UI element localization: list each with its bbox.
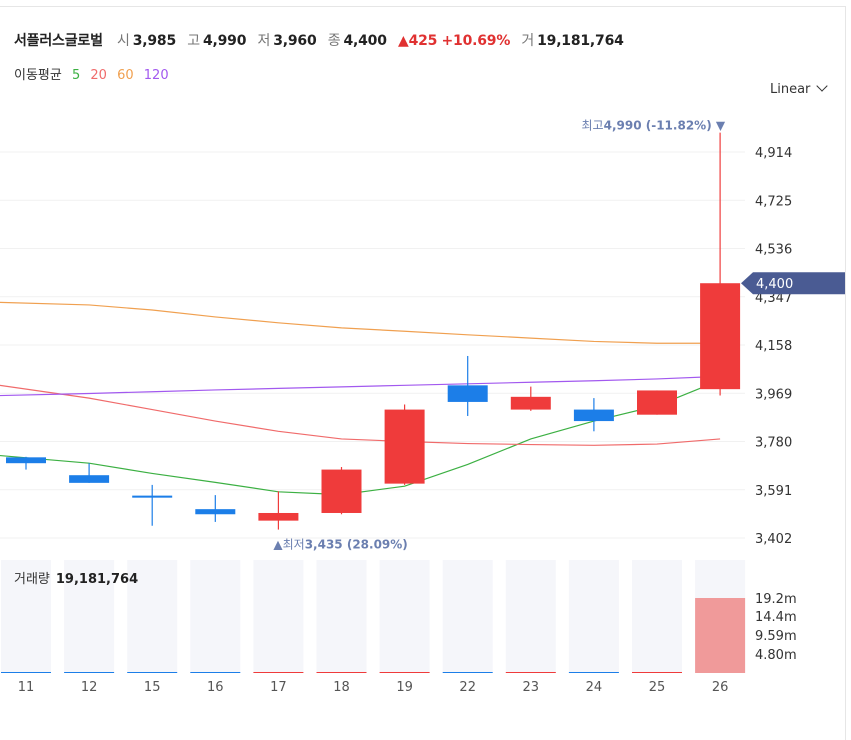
- y-tick-label: 4,158: [755, 339, 792, 354]
- x-tick-label: 12: [81, 680, 98, 695]
- volume-column-bg: [127, 560, 178, 673]
- x-tick-label: 15: [144, 680, 161, 695]
- candle-body: [510, 396, 551, 410]
- volume-tick-label: 14.4m: [755, 610, 797, 625]
- low-label: 저: [257, 33, 271, 49]
- x-tick-label: 19: [396, 680, 413, 695]
- high-value: 4,990: [202, 33, 247, 49]
- candle-body: [384, 409, 425, 484]
- x-tick-label: 18: [333, 680, 350, 695]
- ma-60-line: [0, 301, 721, 344]
- volume-bar: [568, 672, 619, 673]
- moving-average-legend: 이동평균 5 20 60 120: [14, 64, 175, 83]
- ma-5-label[interactable]: 5: [71, 68, 81, 83]
- candle-body: [637, 390, 677, 415]
- volume-tick-label: 4.80m: [755, 648, 797, 663]
- candle-body: [132, 495, 173, 498]
- volume-bar: [1, 672, 51, 673]
- candle-body: [69, 475, 110, 483]
- x-tick-label: 11: [18, 680, 35, 695]
- ma-120-line: [0, 375, 721, 397]
- volume-value: 19,181,764: [537, 33, 624, 49]
- volume-column-bg: [1, 560, 51, 673]
- volume-bar: [505, 672, 556, 673]
- open-value: 3,985: [132, 33, 177, 49]
- high-annotation-value: 4,990 (-11.82%) ▼: [604, 119, 726, 133]
- current-price-label: 4,400: [756, 277, 793, 292]
- close-value: 4,400: [343, 33, 387, 49]
- candle-body: [700, 283, 741, 390]
- candle-body: [321, 469, 362, 513]
- volume-label: 거: [521, 33, 535, 49]
- x-tick-label: 24: [586, 680, 603, 695]
- x-tick-label: 22: [459, 680, 476, 695]
- y-tick-label: 3,780: [755, 436, 792, 451]
- volume-panel-label: 거래량: [14, 572, 50, 587]
- volume-bar: [190, 672, 241, 673]
- volume-bar: [253, 672, 304, 673]
- ma-60-label[interactable]: 60: [117, 68, 134, 83]
- moving-average-label: 이동평균: [14, 68, 62, 83]
- low-annotation-label: ▲최저: [273, 538, 304, 552]
- volume-bar: [632, 672, 682, 673]
- volume-bar: [127, 672, 178, 673]
- scale-dropdown[interactable]: Linear: [770, 80, 829, 97]
- volume-panel-value: 19,181,764: [55, 572, 139, 587]
- change-percent: +10.69%: [441, 33, 511, 49]
- y-tick-label: 3,591: [755, 484, 792, 499]
- x-tick-label: 26: [712, 680, 729, 695]
- right-border: [845, 6, 846, 740]
- scale-dropdown-label: Linear: [770, 82, 811, 97]
- volume-tick-label: 9.59m: [755, 629, 797, 644]
- y-tick-label: 3,969: [755, 387, 792, 402]
- low-annotation: ▲최저3,435 (28.09%): [273, 538, 407, 552]
- volume-column-bg: [505, 560, 556, 673]
- volume-bar: [442, 672, 493, 673]
- ma-20-line: [0, 384, 721, 446]
- volume-bar: [316, 672, 367, 673]
- volume-bar: [64, 672, 115, 673]
- volume-column-bg: [632, 560, 682, 673]
- candle-body: [573, 409, 614, 422]
- volume-column-bg: [379, 560, 430, 673]
- y-tick-label: 4,914: [755, 146, 792, 161]
- x-tick-label: 25: [649, 680, 666, 695]
- y-tick-label: 4,536: [755, 243, 792, 258]
- volume-column-bg: [253, 560, 304, 673]
- y-tick-label: 4,347: [755, 291, 792, 306]
- y-tick-label: 4,725: [755, 194, 792, 209]
- candle-body: [6, 457, 46, 464]
- candle-body: [258, 512, 299, 521]
- open-label: 시: [117, 33, 130, 49]
- volume-bar: [695, 598, 746, 673]
- volume-column-bg: [190, 560, 241, 673]
- low-annotation-value: 3,435 (28.09%): [305, 538, 408, 552]
- x-tick-label: 17: [270, 680, 287, 695]
- volume-column-bg: [64, 560, 115, 673]
- stock-name: 서플러스글로벌: [14, 33, 103, 49]
- volume-panel-title: 거래량 19,181,764: [14, 568, 138, 587]
- ma-20-label[interactable]: 20: [90, 68, 107, 83]
- volume-tick-label: 19.2m: [755, 592, 797, 607]
- candle-body: [447, 385, 488, 402]
- low-value: 3,960: [273, 33, 317, 49]
- change-value: ▲425: [398, 33, 438, 49]
- high-annotation: 최고4,990 (-11.82%) ▼: [582, 119, 726, 133]
- volume-bar: [379, 672, 430, 673]
- current-price-tag: [741, 272, 845, 295]
- ma-120-label[interactable]: 120: [143, 68, 169, 83]
- close-label: 종: [327, 33, 341, 49]
- volume-column-bg: [568, 560, 619, 673]
- price-summary-header: 서플러스글로벌 시 3,985 고 4,990 저 3,960 종 4,400 ▲425…: [14, 30, 631, 50]
- y-tick-label: 3,402: [755, 532, 792, 547]
- high-annotation-label: 최고: [582, 119, 604, 133]
- volume-column-bg: [316, 560, 367, 673]
- x-tick-label: 23: [523, 680, 540, 695]
- volume-column-bg: [442, 560, 493, 673]
- x-tick-label: 16: [207, 680, 224, 695]
- candle-body: [195, 509, 236, 515]
- high-label: 고: [187, 33, 200, 49]
- top-border: [0, 6, 845, 7]
